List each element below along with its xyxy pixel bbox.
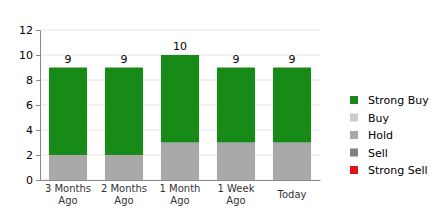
y-tick: 2 — [26, 149, 40, 162]
y-tick-label: 4 — [26, 124, 33, 137]
series — [49, 143, 311, 181]
y-tick-mark — [36, 30, 40, 31]
legend-label: Strong Sell — [368, 164, 428, 177]
total-label: 10 — [173, 40, 187, 53]
grid-line — [40, 30, 320, 31]
y-tick: 4 — [26, 124, 40, 137]
x-tick-label: Today — [277, 189, 307, 200]
y-tick: 8 — [26, 74, 40, 87]
y-tick-mark — [36, 180, 40, 181]
chart: 9 9 10 9 9 0 2 4 6 8 10 12 3 MonthsAgo 2 MonthsAgo 1 M… — [0, 0, 440, 220]
x-tick-label: 3 MonthsAgo — [45, 183, 91, 206]
x-tick: Today — [277, 180, 307, 200]
total-label: 9 — [121, 53, 128, 66]
legend-item: Strong Buy — [350, 94, 429, 107]
legend-swatch — [350, 114, 358, 122]
bar-segment — [161, 143, 199, 181]
y-tick-mark — [36, 155, 40, 156]
legend-item: Buy — [350, 112, 390, 125]
total-label: 9 — [289, 53, 296, 66]
x-axis-line — [41, 180, 321, 181]
total-label: 9 — [233, 53, 240, 66]
x-axis: 3 MonthsAgo 2 MonthsAgo 1 MonthAgo 1 WeekAg… — [41, 180, 321, 206]
x-tick-label: 1 MonthAgo — [160, 183, 201, 206]
y-tick-label: 8 — [26, 74, 33, 87]
bar-segment — [49, 68, 87, 156]
bar-segment — [273, 143, 311, 181]
bar-segment — [49, 155, 87, 180]
total-labels: 9 9 10 9 9 — [65, 40, 296, 66]
y-tick-label: 2 — [26, 149, 33, 162]
x-tick: 1 WeekAgo — [218, 180, 255, 206]
series — [49, 55, 311, 155]
bar-segment — [217, 143, 255, 181]
legend-label: Buy — [368, 112, 390, 125]
legend-swatch — [350, 131, 358, 139]
y-tick: 0 — [26, 174, 40, 187]
x-tick: 1 MonthAgo — [160, 180, 201, 206]
y-axis-line — [40, 31, 41, 181]
legend: Strong Buy Buy Hold Sell Strong Sell — [350, 94, 429, 177]
legend-swatch — [350, 149, 358, 157]
y-tick: 6 — [26, 99, 40, 112]
x-tick: 3 MonthsAgo — [45, 180, 91, 206]
y-tick-label: 10 — [19, 49, 33, 62]
y-tick-mark — [36, 55, 40, 56]
y-tick-label: 6 — [26, 99, 33, 112]
legend-item: Hold — [350, 129, 393, 142]
legend-label: Strong Buy — [368, 94, 429, 107]
bars — [49, 55, 311, 180]
x-tick-label: 1 WeekAgo — [218, 183, 255, 206]
legend-item: Strong Sell — [350, 164, 428, 177]
y-tick: 12 — [19, 24, 40, 37]
bar-segment — [161, 55, 199, 143]
legend-label: Sell — [368, 147, 388, 160]
x-tick-label: 2 MonthsAgo — [101, 183, 147, 206]
y-tick-mark — [36, 105, 40, 106]
y-axis: 0 2 4 6 8 10 12 — [19, 24, 41, 187]
y-tick-mark — [36, 80, 40, 81]
legend-swatch — [350, 166, 358, 174]
bar-segment — [217, 68, 255, 143]
y-tick-label: 12 — [19, 24, 33, 37]
y-tick-label: 0 — [26, 174, 33, 187]
legend-item: Sell — [350, 147, 388, 160]
y-tick: 10 — [19, 49, 40, 62]
grid — [40, 30, 320, 180]
total-label: 9 — [65, 53, 72, 66]
x-tick: 2 MonthsAgo — [101, 180, 147, 206]
legend-label: Hold — [368, 129, 393, 142]
bar-segment — [105, 155, 143, 180]
bar-segment — [273, 68, 311, 143]
bar-segment — [105, 68, 143, 156]
y-tick-mark — [36, 130, 40, 131]
legend-swatch — [350, 96, 358, 104]
